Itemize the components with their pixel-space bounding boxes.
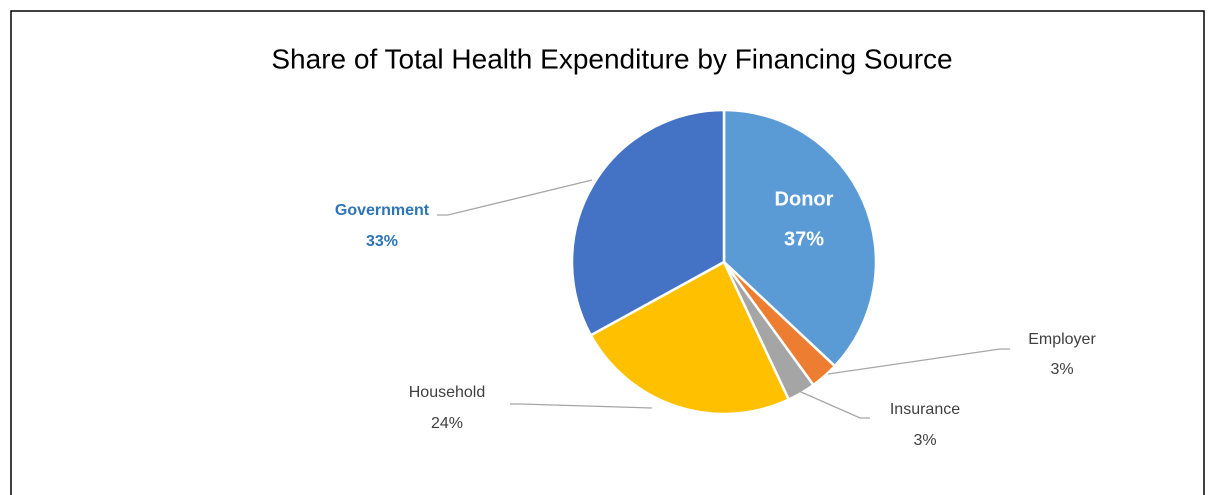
leader-line [791, 387, 870, 419]
leader-line [827, 348, 1010, 375]
slice-label-name: Donor [775, 188, 834, 210]
pie-slice [722, 108, 878, 368]
slice-label-value: 24% [431, 415, 463, 432]
slice-label-name: Employer [1028, 331, 1096, 348]
slice-label-name: Household [409, 384, 486, 401]
slice-label-name: Government [335, 202, 430, 219]
chart-title: Share of Total Health Expenditure by Fin… [271, 43, 952, 74]
pie-slice [570, 108, 726, 337]
slice-label-name: Insurance [890, 401, 960, 418]
slice-label-value: 3% [1050, 361, 1073, 378]
pie-slice [589, 260, 791, 416]
leader-line [437, 179, 593, 216]
chart-border [10, 10, 1205, 495]
slice-label-value: 37% [784, 228, 824, 250]
leader-line [510, 403, 653, 409]
slice-label-value: 33% [366, 233, 398, 250]
slice-label-value: 3% [913, 432, 936, 449]
